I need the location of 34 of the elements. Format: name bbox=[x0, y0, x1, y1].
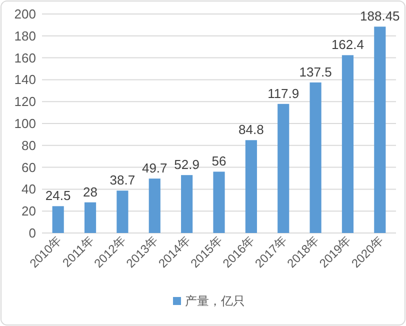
data-label: 38.7 bbox=[110, 172, 136, 188]
data-label: 84.8 bbox=[238, 122, 264, 138]
y-tick-label: 20 bbox=[22, 204, 36, 219]
y-tick-label: 80 bbox=[22, 138, 36, 153]
y-tick-label: 120 bbox=[14, 94, 36, 110]
data-label: 49.7 bbox=[142, 160, 168, 176]
y-tick-label: 200 bbox=[14, 6, 36, 22]
y-tick-label: 40 bbox=[22, 182, 36, 197]
bar bbox=[148, 178, 160, 233]
data-label: 162.4 bbox=[331, 37, 364, 52]
bar bbox=[245, 140, 257, 233]
data-label: 52.9 bbox=[174, 157, 200, 172]
data-label: 137.5 bbox=[299, 64, 332, 80]
bar bbox=[52, 206, 64, 233]
data-label: 117.9 bbox=[268, 86, 300, 101]
bar bbox=[181, 175, 193, 233]
bar bbox=[213, 172, 225, 233]
bar bbox=[84, 202, 96, 233]
y-tick-label: 180 bbox=[14, 28, 36, 44]
bar bbox=[342, 55, 354, 233]
bar bbox=[310, 82, 322, 233]
legend-label: 产量，亿只 bbox=[185, 294, 245, 308]
y-tick-label: 100 bbox=[14, 116, 36, 131]
bar bbox=[374, 26, 386, 233]
bar bbox=[116, 190, 128, 233]
y-tick-label: 140 bbox=[14, 72, 36, 88]
data-label: 28 bbox=[83, 184, 98, 200]
data-label: 188.45 bbox=[360, 8, 400, 24]
bar bbox=[278, 104, 290, 233]
y-tick-label: 160 bbox=[14, 50, 36, 66]
y-tick-label: 60 bbox=[22, 160, 36, 175]
y-tick-label: 0 bbox=[28, 226, 36, 240]
data-label: 24.5 bbox=[45, 188, 71, 204]
data-label: 56 bbox=[212, 154, 226, 169]
